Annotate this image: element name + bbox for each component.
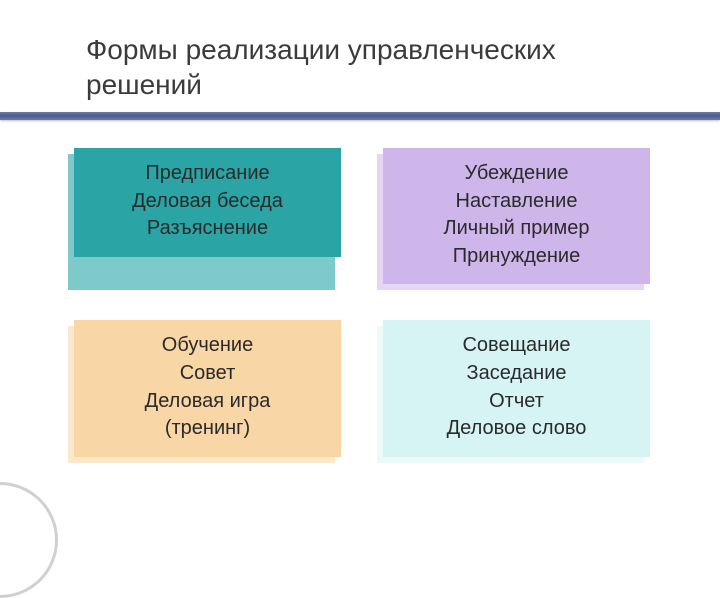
slide-title: Формы реализации управленческих решений — [86, 32, 670, 102]
card-face: Совещание Заседание Отчет Деловое слово — [383, 320, 650, 456]
card-line: Деловое слово — [389, 415, 644, 443]
card-line: Наставление — [389, 188, 644, 216]
title-area: Формы реализации управленческих решений — [0, 0, 720, 114]
card-line: Принуждение — [389, 243, 644, 271]
card-line: Разъяснение — [80, 215, 335, 243]
card-line: Заседание — [389, 360, 644, 388]
card-line: (тренинг) — [80, 415, 335, 443]
card-line: Обучение — [80, 332, 335, 360]
card-prescription: Предписание Деловая беседа Разъяснение — [74, 148, 341, 284]
card-line: Совещание — [389, 332, 644, 360]
card-training: Обучение Совет Деловая игра (тренинг) — [74, 320, 341, 456]
card-face: Обучение Совет Деловая игра (тренинг) — [74, 320, 341, 456]
card-face: Убеждение Наставление Личный пример Прин… — [383, 148, 650, 284]
card-line: Деловая беседа — [80, 188, 335, 216]
card-line: Личный пример — [389, 215, 644, 243]
card-face: Предписание Деловая беседа Разъяснение — [74, 148, 341, 257]
card-line: Убеждение — [389, 160, 644, 188]
card-meeting: Совещание Заседание Отчет Деловое слово — [383, 320, 650, 456]
card-line: Совет — [80, 360, 335, 388]
card-line: Деловая игра — [80, 388, 335, 416]
card-line: Отчет — [389, 388, 644, 416]
card-line: Предписание — [80, 160, 335, 188]
decorative-corner-ring — [0, 482, 58, 598]
cards-grid: Предписание Деловая беседа Разъяснение У… — [74, 148, 650, 457]
card-persuasion: Убеждение Наставление Личный пример Прин… — [383, 148, 650, 284]
title-accent-bar — [0, 112, 720, 120]
